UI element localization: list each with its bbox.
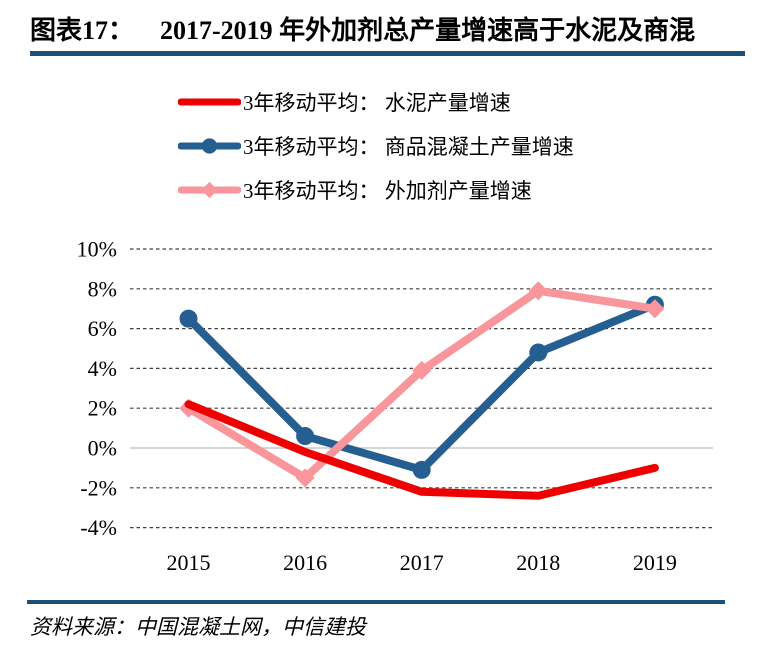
- y-tick-label: 10%: [77, 237, 117, 262]
- circle-marker-icon: [179, 309, 198, 328]
- diamond-marker-icon: [645, 299, 665, 319]
- y-tick-label: -4%: [80, 515, 117, 540]
- legend-label-cement: 3年移动平均： 水泥产量增速: [243, 91, 511, 115]
- source-label: 资料来源：: [30, 615, 135, 639]
- y-tick-label: 6%: [88, 316, 117, 341]
- x-tick-label: 2017: [400, 550, 444, 575]
- series-line-1: [184, 300, 659, 474]
- y-tick-label: -2%: [80, 475, 117, 500]
- y-tick-label: 4%: [88, 356, 117, 381]
- diamond-marker-icon: [295, 468, 315, 488]
- x-tick-label: 2015: [167, 550, 211, 575]
- legend-label-admixture: 3年移动平均： 外加剂产量增速: [243, 179, 532, 203]
- legend-blue-line-circle-icon: [178, 138, 241, 154]
- legend-red-line-icon: [178, 98, 241, 106]
- y-tick-label: 8%: [88, 276, 117, 301]
- source-line: 资料来源：中国混凝土网，中信建投: [30, 611, 366, 641]
- chart-header: 图表17： 2017-2019 年外加剂总产量增速高于水泥及商混: [30, 10, 695, 47]
- footer-divider: [27, 600, 725, 604]
- diamond-marker-icon: [412, 360, 432, 380]
- x-tick-label: 2018: [516, 550, 560, 575]
- x-tick-label: 2019: [633, 550, 677, 575]
- legend-item-concrete: 3年移动平均： 商品混凝土产量增速: [178, 124, 574, 168]
- source-text: 中国混凝土网，中信建投: [135, 615, 366, 639]
- chart-title: 2017-2019 年外加剂总产量增速高于水泥及商混: [160, 16, 696, 45]
- legend-item-admixture: 3年移动平均： 外加剂产量增速: [178, 168, 574, 212]
- y-tick-label: 2%: [88, 396, 117, 421]
- legend-label-concrete: 3年移动平均： 商品混凝土产量增速: [243, 135, 574, 159]
- x-tick-label: 2016: [283, 550, 327, 575]
- figure-number-label: 图表17：: [30, 16, 135, 45]
- title-divider: [30, 51, 745, 56]
- diamond-marker-icon: [528, 281, 548, 301]
- circle-marker-icon: [529, 343, 548, 362]
- legend-pink-line-diamond-icon: [178, 181, 241, 199]
- diamond-marker-icon: [201, 181, 218, 199]
- legend-item-cement: 3年移动平均： 水泥产量增速: [178, 80, 574, 124]
- circle-marker-icon: [412, 460, 431, 479]
- circle-marker-icon: [296, 427, 315, 446]
- series-line-0: [184, 400, 659, 500]
- circle-marker-icon: [201, 138, 218, 154]
- chart-legend: 3年移动平均： 水泥产量增速 3年移动平均： 商品混凝土产量增速 3年移动平均：…: [178, 80, 574, 212]
- y-tick-label: 0%: [88, 436, 117, 461]
